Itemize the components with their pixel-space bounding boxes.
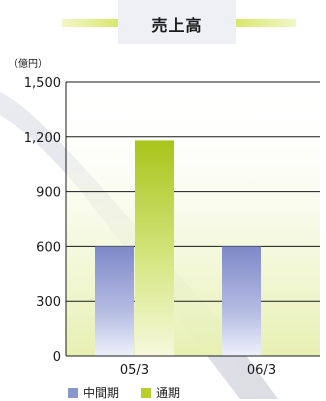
legend-item-interim: 中間期 [68,384,119,401]
unit-label: （億円） [8,59,48,70]
legend-label-full-year: 通期 [156,386,181,400]
y-tick-label: 1,500 [24,76,61,91]
y-tick-label: 0 [53,350,61,365]
axes [65,82,320,357]
legend-swatch-full-year [141,387,152,398]
legend: 中間期 通期 [68,384,180,401]
legend-swatch-interim [68,387,78,398]
tick-labels: 0 300 600 900 1,200 1,500 05/3 06/3 [24,76,276,378]
legend-item-full-year: 通期 [141,384,180,401]
chart-title-area: 売上高 [0,0,326,48]
title-decoration-right [236,19,296,27]
y-tick-label: 900 [36,186,61,201]
legend-label-interim: 中間期 [83,386,120,400]
y-tick-label: 1,200 [24,131,61,146]
bar-interim-1 [222,246,261,356]
y-tick-label: 300 [36,295,61,310]
title-decoration-left [62,19,118,27]
title-box [118,0,236,44]
bars [95,140,261,356]
bar-interim-0 [95,246,134,356]
chart-title: 売上高 [151,16,203,35]
bar-full-year-0 [135,140,174,356]
x-tick-label: 06/3 [247,363,276,378]
y-tick-label: 600 [36,240,61,255]
x-tick-label: 05/3 [120,363,149,378]
